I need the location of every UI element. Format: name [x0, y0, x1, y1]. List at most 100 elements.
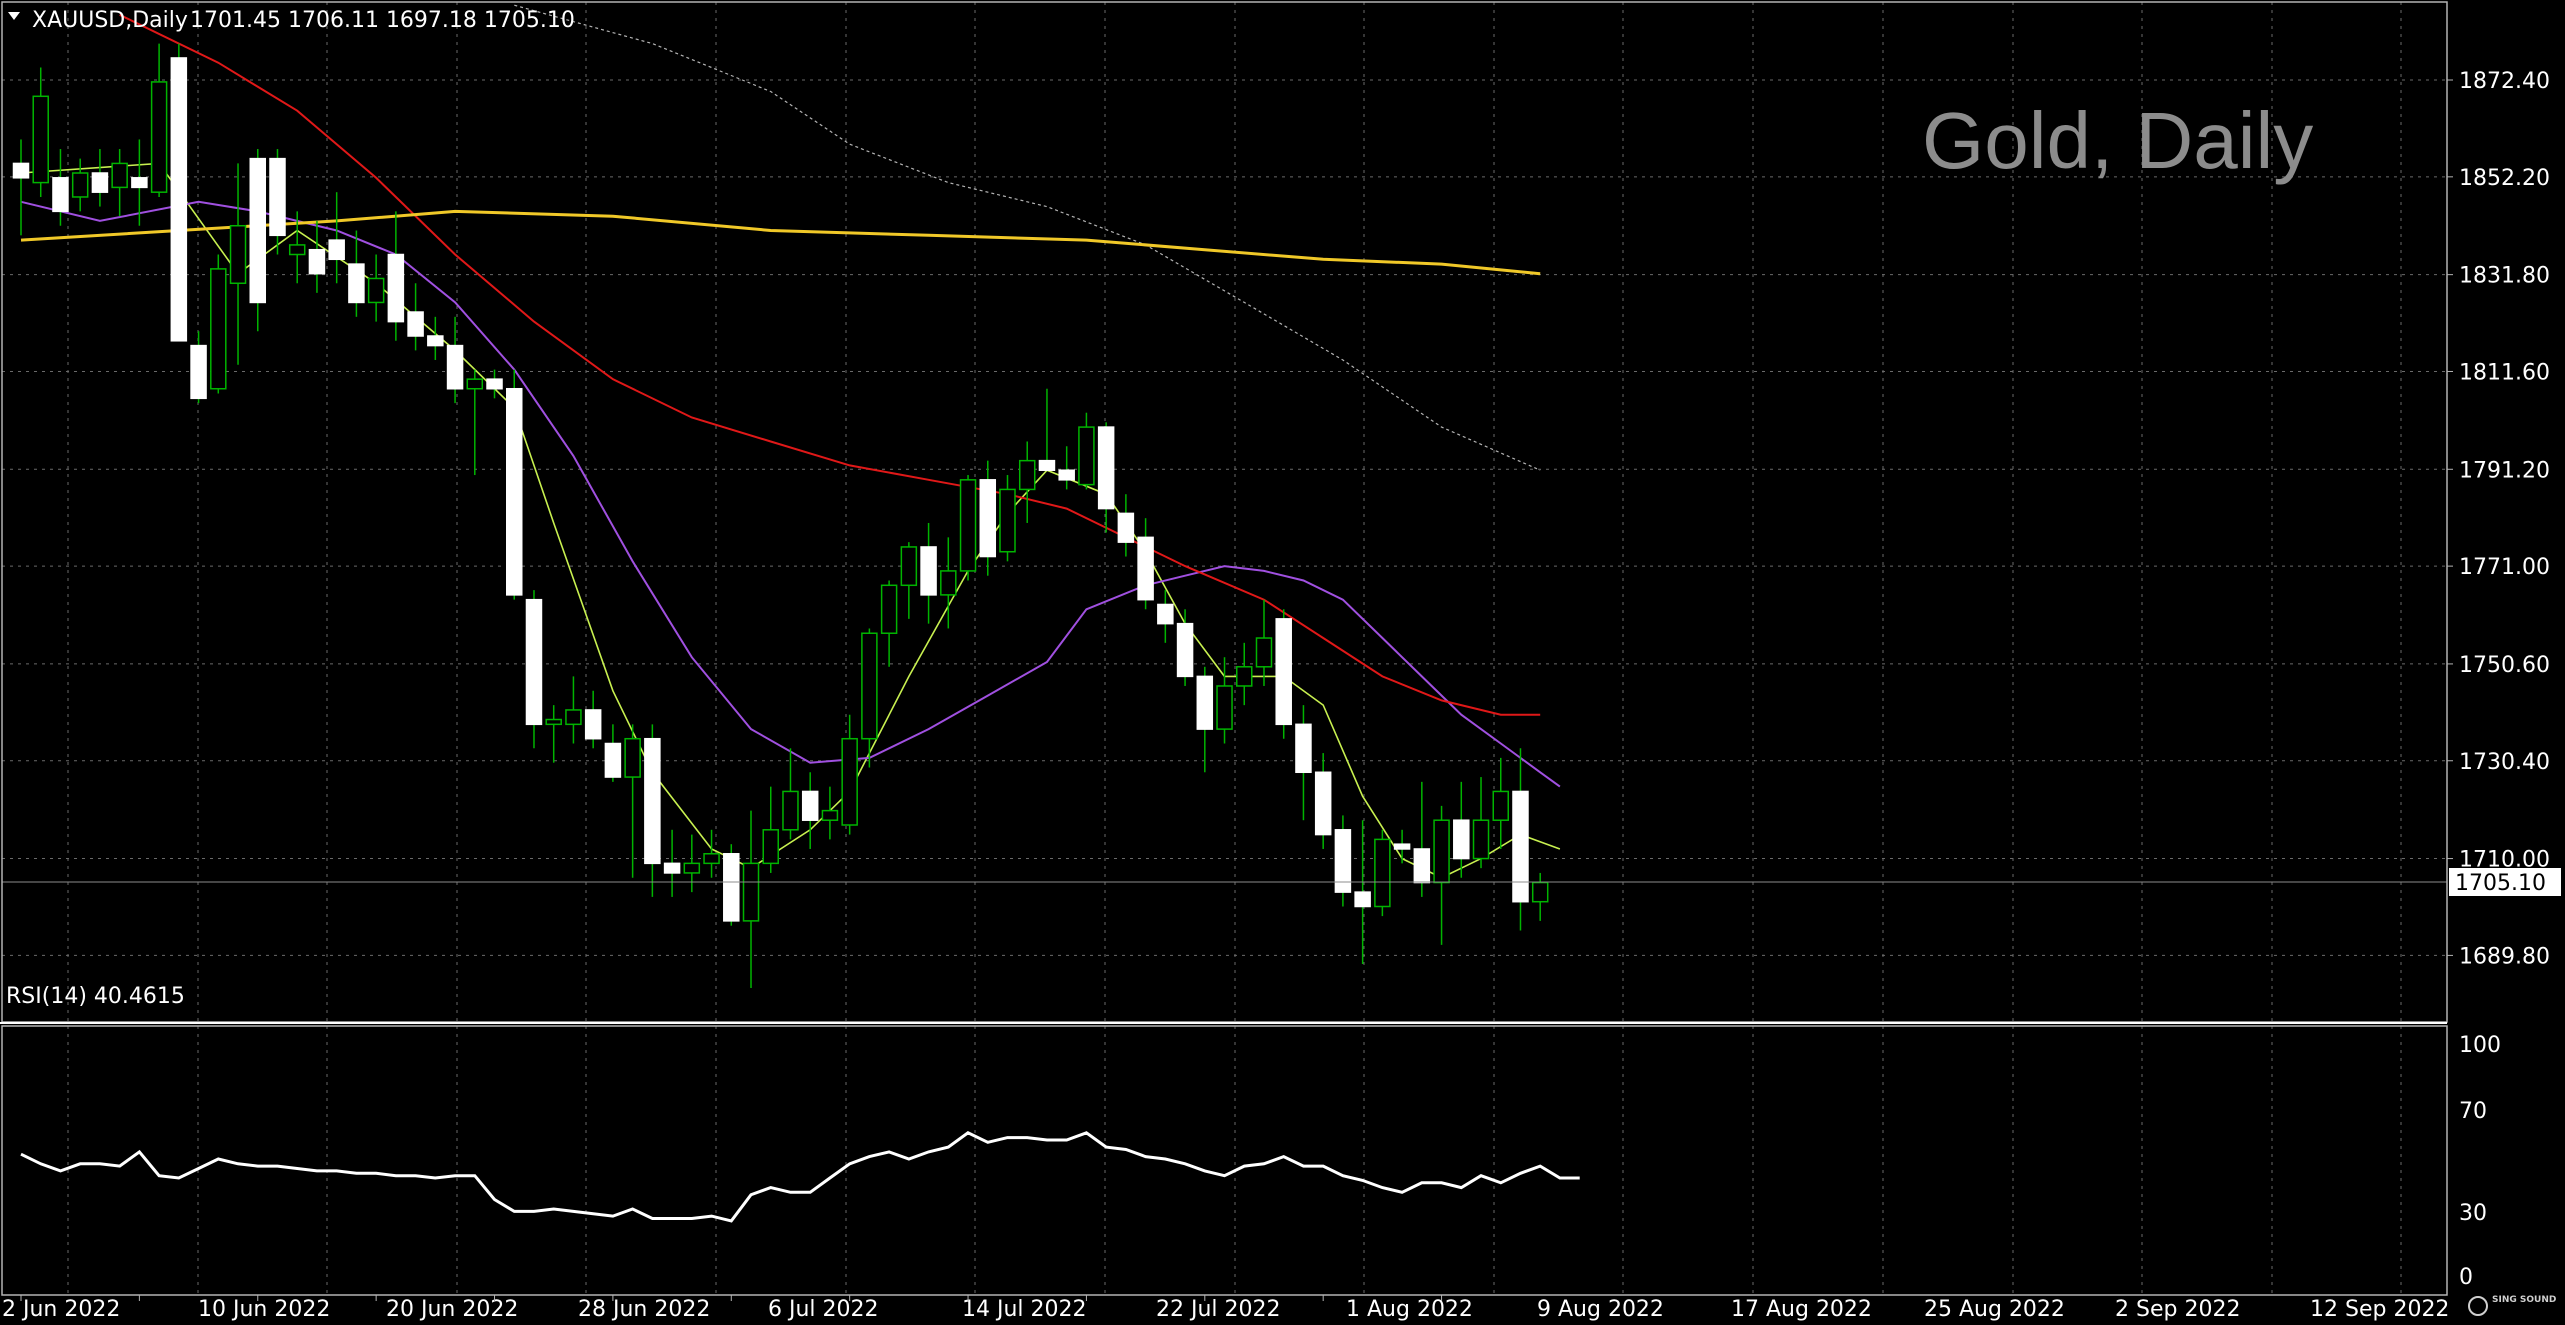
candle[interactable] [644, 724, 661, 897]
candle[interactable] [1255, 599, 1273, 686]
candle[interactable] [1295, 705, 1312, 821]
candle[interactable] [1137, 518, 1154, 610]
candle[interactable] [782, 748, 799, 840]
candle[interactable] [1018, 441, 1036, 523]
candle[interactable] [446, 316, 464, 404]
candle[interactable] [32, 67, 49, 197]
candle[interactable] [12, 139, 30, 236]
candle[interactable] [1314, 753, 1332, 849]
candle-body-bear [604, 742, 622, 778]
candle[interactable] [229, 163, 247, 365]
candle[interactable] [525, 590, 543, 749]
candle[interactable] [506, 369, 523, 600]
candle[interactable] [1097, 422, 1115, 533]
candle[interactable] [584, 690, 602, 749]
candle[interactable] [703, 829, 720, 878]
candle[interactable] [959, 475, 977, 581]
candle[interactable] [1196, 666, 1214, 773]
candle[interactable] [723, 844, 740, 926]
candle[interactable] [427, 316, 444, 360]
candle[interactable] [308, 220, 326, 293]
candle[interactable] [801, 772, 819, 849]
candle[interactable] [1117, 494, 1135, 557]
candle-body-bear [308, 248, 326, 275]
candle[interactable] [190, 331, 207, 404]
candle[interactable] [348, 230, 365, 317]
candle-body-bear [1137, 536, 1154, 601]
candle[interactable] [979, 460, 997, 576]
candle[interactable] [367, 254, 385, 322]
candle[interactable] [1216, 657, 1233, 744]
candle[interactable] [387, 211, 405, 341]
candle-body-bull [71, 172, 89, 198]
candle[interactable] [52, 149, 69, 226]
candle[interactable] [1236, 642, 1253, 706]
candle[interactable] [150, 43, 168, 197]
candle[interactable] [1433, 805, 1450, 945]
candle[interactable] [1176, 609, 1194, 686]
candle[interactable] [328, 192, 345, 284]
candle[interactable] [1374, 829, 1391, 917]
candle[interactable] [1157, 590, 1174, 643]
candle[interactable] [71, 158, 89, 212]
candles[interactable] [12, 43, 1549, 988]
candle[interactable] [1334, 815, 1352, 907]
grid-lines [2, 2, 2447, 1295]
candle[interactable] [1453, 781, 1470, 878]
candle-body-bear [506, 387, 523, 596]
candle[interactable] [1038, 388, 1056, 471]
candle[interactable] [999, 475, 1016, 562]
candle[interactable] [1275, 609, 1292, 739]
time-tick-label: 6 Jul 2022 [768, 1297, 879, 1322]
candle-body-bear [584, 709, 602, 740]
rsi-tick-label: 70 [2459, 1099, 2487, 1124]
candle[interactable] [861, 628, 878, 768]
candle[interactable] [900, 542, 918, 619]
candle[interactable] [131, 139, 148, 226]
time-axis[interactable]: 2 Jun 2022 10 Jun 2022 20 Jun 2022 28 Jun 2… [2, 1295, 2449, 1322]
candle[interactable] [762, 786, 779, 873]
candle-body-bull [1433, 819, 1450, 884]
candle[interactable] [1393, 829, 1411, 864]
sma50-line [119, 13, 1541, 716]
candle[interactable] [1512, 748, 1529, 931]
triangle-down-icon[interactable] [8, 12, 20, 20]
time-tick-label: 20 Jun 2022 [386, 1297, 518, 1322]
candle[interactable] [604, 724, 622, 782]
candle[interactable] [407, 283, 424, 351]
rsi-subwindow[interactable] [20, 1131, 1580, 1223]
candle[interactable] [210, 254, 227, 394]
rsi-tick-label: 100 [2459, 1033, 2501, 1058]
candle[interactable] [1472, 777, 1490, 869]
candle[interactable] [841, 714, 858, 835]
candle[interactable] [1078, 412, 1095, 490]
candle-body-bear [920, 546, 937, 596]
candle[interactable] [624, 724, 641, 878]
candle[interactable] [880, 580, 898, 667]
candle[interactable] [91, 149, 109, 207]
candle[interactable] [742, 810, 760, 988]
candle-body-bear [1354, 891, 1371, 908]
candle[interactable] [565, 676, 582, 744]
time-tick-label: 2 Sep 2022 [2115, 1297, 2240, 1322]
candle[interactable] [920, 522, 937, 624]
candle[interactable] [249, 149, 267, 332]
candle[interactable] [269, 149, 286, 255]
candle[interactable] [111, 149, 128, 217]
candle[interactable] [288, 211, 306, 284]
candle[interactable] [1354, 820, 1371, 965]
candle[interactable] [940, 537, 957, 629]
candle[interactable] [663, 829, 681, 897]
candle[interactable] [1058, 446, 1075, 490]
candle[interactable] [1492, 757, 1509, 849]
candle[interactable] [466, 369, 484, 476]
candle[interactable] [486, 369, 503, 399]
price-axis[interactable]: 1872.40 1852.20 1831.80 1811.60 1791.20 1771.… [2447, 69, 2550, 969]
candle-body-bear [801, 790, 819, 821]
candle[interactable] [170, 43, 188, 342]
candle[interactable] [1531, 872, 1549, 921]
candle[interactable] [545, 705, 562, 763]
candle[interactable] [821, 786, 839, 840]
price-tick-label: 1872.40 [2459, 69, 2550, 94]
